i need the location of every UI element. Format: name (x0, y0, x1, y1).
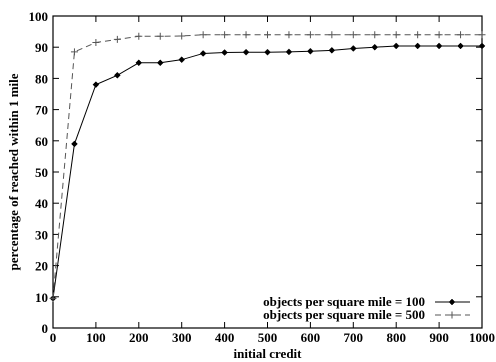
series-2-point-5 (156, 32, 164, 40)
series-2-point-18 (435, 31, 443, 39)
series-1-point-4 (135, 59, 143, 67)
series-2-point-13 (328, 31, 336, 39)
series-2-point-16 (392, 31, 400, 39)
plot-frame-group (52, 15, 483, 329)
series-2-point-4 (135, 32, 143, 40)
series-2-point-0 (49, 294, 57, 302)
x-tick-label-9: 900 (429, 330, 449, 345)
series-1-point-1 (71, 140, 78, 148)
legend-marker-2 (448, 311, 456, 319)
series-1-point-9 (242, 48, 250, 56)
y-tick-label-6: 60 (35, 134, 48, 149)
series-2-point-2 (92, 39, 100, 47)
series-1-point-7 (199, 50, 207, 57)
series-1-point-17 (414, 42, 422, 50)
y-axis-label: percentage of reached within 1 mile (6, 73, 21, 270)
legend-label-2: objects per square mile = 500 (263, 307, 425, 322)
series-layer (49, 31, 486, 302)
series-2-point-15 (371, 31, 379, 39)
y-tick-label-8: 80 (35, 71, 48, 86)
x-tick-label-1: 100 (86, 330, 106, 345)
x-tick-label-2: 200 (129, 330, 149, 345)
series-2-point-9 (242, 31, 250, 39)
series-1-point-8 (221, 49, 228, 56)
series-1-point-2 (92, 81, 100, 88)
x-tick-label-10: 1000 (469, 330, 495, 345)
legend-marker-1 (448, 298, 456, 306)
x-tick-label-3: 300 (172, 330, 192, 345)
y-tick-label-5: 50 (35, 165, 48, 180)
series-1-point-3 (113, 71, 121, 79)
series-1-point-5 (156, 59, 164, 67)
series-1-point-13 (328, 46, 336, 54)
series-2-point-8 (221, 31, 229, 39)
series-1-point-6 (178, 56, 186, 64)
y-tick-label-4: 40 (35, 196, 48, 211)
series-2-point-20 (478, 31, 486, 39)
x-tick-label-8: 800 (386, 330, 406, 345)
series-1-point-14 (349, 45, 357, 52)
x-tick-label-4: 400 (215, 330, 235, 345)
series-1-point-11 (285, 48, 293, 56)
x-tick-label-0: 0 (50, 330, 57, 345)
series-2-point-10 (264, 31, 271, 39)
plot-frame (52, 15, 483, 329)
y-tick-label-10: 100 (29, 9, 49, 24)
series-1-point-16 (392, 42, 400, 50)
x-axis-ticks: 0 100 200 300 400 500 600 700 800 900 1000 (50, 16, 495, 345)
series-1 (49, 42, 486, 302)
y-tick-label-9: 90 (35, 40, 48, 55)
series-2-point-3 (113, 35, 121, 43)
y-tick-label-1: 10 (35, 290, 48, 305)
series-2-point-17 (414, 31, 422, 39)
series-2-point-14 (349, 31, 357, 39)
series-1-point-19 (457, 42, 464, 50)
legend-label-1: objects per square mile = 100 (263, 294, 425, 309)
x-tick-label-7: 700 (344, 330, 364, 345)
series-2-point-19 (457, 31, 465, 39)
series-2-point-1 (70, 48, 78, 56)
series-2-point-7 (199, 31, 207, 39)
series-2-point-6 (178, 32, 186, 40)
series-1-point-20 (478, 42, 486, 50)
series-1-point-12 (307, 47, 314, 55)
series-2-point-12 (306, 31, 314, 39)
y-tick-label-3: 30 (35, 227, 48, 242)
y-axis-ticks: 0 10 20 30 40 50 60 70 80 90 100 (29, 9, 482, 336)
y-tick-label-0: 0 (42, 321, 49, 336)
series-1-point-10 (264, 48, 271, 56)
series-1-point-15 (371, 43, 379, 51)
series-2 (49, 31, 486, 302)
x-tick-label-6: 600 (301, 330, 321, 345)
y-tick-label-7: 70 (35, 103, 48, 118)
y-tick-label-2: 20 (35, 259, 48, 274)
x-axis-label: initial credit (233, 346, 302, 361)
x-tick-label-5: 500 (258, 330, 278, 345)
series-1-line (52, 45, 482, 299)
series-2-point-11 (285, 31, 293, 39)
series-1-point-18 (435, 42, 443, 50)
